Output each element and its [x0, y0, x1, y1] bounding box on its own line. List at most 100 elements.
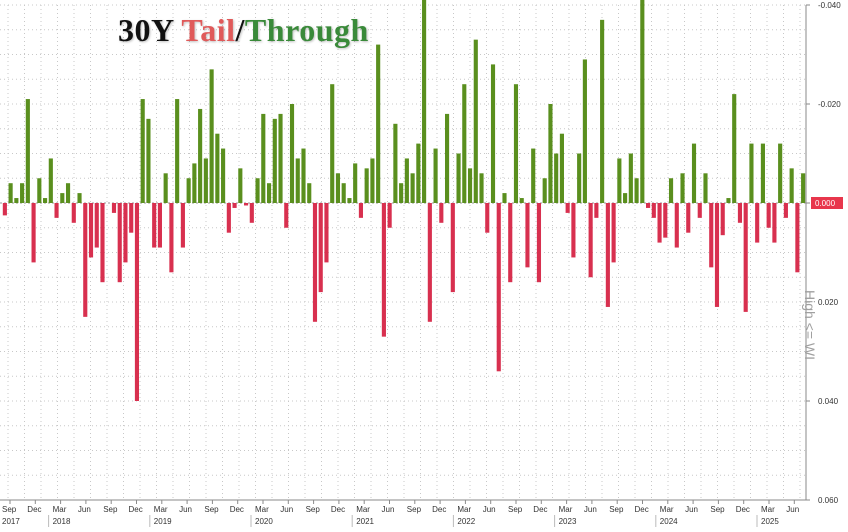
bar-through: [20, 183, 25, 203]
x-tick-label: Mar: [53, 505, 67, 514]
bar-tail: [766, 203, 771, 228]
bar-through: [680, 173, 685, 203]
x-tick-label: Dec: [533, 505, 547, 514]
bar-tail: [358, 203, 363, 218]
bar-through: [456, 153, 461, 203]
bar-tail: [318, 203, 323, 293]
bar-tail: [755, 203, 760, 243]
x-year-label: 2024: [660, 517, 678, 526]
bar-tail: [244, 203, 249, 206]
bar-through: [238, 168, 243, 203]
bar-through: [301, 148, 306, 203]
bar-tail: [709, 203, 714, 268]
x-tick-label: Sep: [609, 505, 624, 514]
bar-tail: [249, 203, 254, 223]
bar-through: [198, 108, 203, 203]
bar-tail: [795, 203, 800, 273]
bar-tail: [646, 203, 651, 208]
bar-through: [416, 143, 421, 203]
bar-tail: [496, 203, 501, 372]
bar-tail: [663, 203, 668, 238]
bar-through: [203, 158, 208, 203]
bar-through: [542, 178, 547, 203]
bar-through: [732, 94, 737, 203]
bar-through: [467, 168, 473, 203]
grid: [0, 4, 806, 501]
x-tick-label: Sep: [407, 505, 422, 514]
x-tick-label: Jun: [179, 505, 192, 514]
bar-through: [8, 183, 13, 203]
x-tick-label: Mar: [457, 505, 471, 514]
x-tick-label: Jun: [483, 505, 496, 514]
title-main: 30Y: [118, 12, 174, 48]
x-year-label: 2022: [457, 517, 475, 526]
bar-tail: [571, 203, 576, 258]
x-year-label: 2025: [761, 517, 779, 526]
x-tick-label: Dec: [635, 505, 649, 514]
x-tick-label: Jun: [584, 505, 597, 514]
x-tick-label: Mar: [761, 505, 775, 514]
x-tick-label: Dec: [736, 505, 750, 514]
bar-tail: [439, 203, 444, 223]
bar-through: [330, 84, 335, 203]
bar-tail: [284, 203, 289, 228]
bar-through: [370, 158, 375, 203]
bar-through: [726, 198, 731, 203]
bar-through: [43, 198, 48, 203]
x-tick-label: Sep: [2, 505, 17, 514]
bar-tail: [450, 203, 455, 293]
bar-through: [266, 183, 272, 203]
bar-through: [559, 133, 564, 203]
bar-tail: [226, 203, 231, 233]
bar-through: [393, 123, 398, 203]
bar-through: [502, 193, 507, 203]
title-through: Through: [244, 12, 369, 48]
bar-through: [410, 173, 415, 203]
bar-tail: [686, 203, 691, 233]
bar-through: [760, 143, 765, 203]
bar-through: [146, 118, 151, 203]
bar-tail: [157, 203, 162, 248]
bar-through: [272, 118, 277, 203]
bar-through: [519, 198, 524, 203]
bar-tail: [169, 203, 174, 273]
bar-through: [37, 178, 42, 203]
bar-through: [628, 153, 633, 203]
bar-tail: [31, 203, 36, 263]
bar-tail: [381, 203, 386, 337]
bar-tail: [720, 203, 725, 236]
x-tick-label: Sep: [306, 505, 321, 514]
x-tick-label: Mar: [154, 505, 168, 514]
bar-through: [617, 158, 622, 203]
bar-through: [48, 158, 53, 203]
bar-tail: [714, 203, 720, 307]
bar-tail: [772, 203, 777, 243]
bar-through: [473, 39, 478, 204]
bar-through: [376, 44, 381, 203]
bar-tail: [536, 203, 542, 283]
x-tick-label: Sep: [204, 505, 219, 514]
x-tick-label: Mar: [559, 505, 573, 514]
x-tick-label: Dec: [27, 505, 41, 514]
zero-marker-label: 0.000: [815, 199, 836, 208]
bar-through: [364, 168, 369, 203]
bar-tail: [611, 203, 616, 263]
bar-through: [341, 183, 346, 203]
bar-through: [255, 178, 260, 203]
x-year-label: 2019: [154, 517, 172, 526]
zero-marker: [811, 197, 843, 209]
bar-tail: [508, 203, 513, 283]
bar-through: [490, 64, 496, 204]
bar-through: [577, 153, 582, 203]
x-tick-label: Jun: [685, 505, 698, 514]
bar-through: [25, 99, 30, 203]
bar-through: [77, 193, 82, 203]
bar-through: [140, 99, 145, 203]
bar-through: [175, 99, 180, 203]
bar-through: [445, 113, 450, 203]
bar-through: [192, 163, 197, 203]
bar-through: [433, 148, 438, 203]
bar-through: [399, 183, 404, 203]
bar-through: [623, 193, 628, 203]
